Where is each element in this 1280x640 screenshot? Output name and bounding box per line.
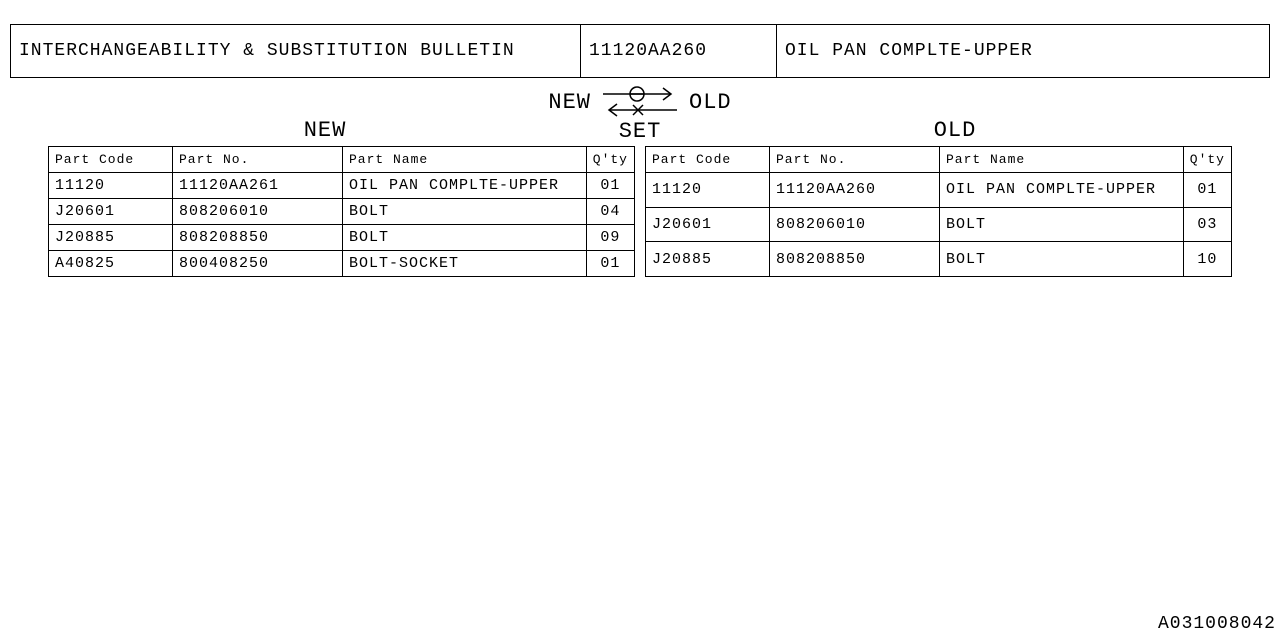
- cell-no: 11120AA261: [173, 173, 343, 199]
- cell-name: OIL PAN COMPLTE-UPPER: [343, 173, 587, 199]
- cell-qty: 01: [1183, 173, 1231, 208]
- cell-qty: 04: [586, 199, 634, 225]
- cell-no: 808206010: [770, 207, 940, 242]
- cell-name: BOLT: [343, 225, 587, 251]
- col-partcode: Part Code: [49, 147, 173, 173]
- col-partname: Part Name: [940, 147, 1184, 173]
- cell-no: 11120AA260: [770, 173, 940, 208]
- table-row: J20601808206010BOLT04: [49, 199, 635, 225]
- col-partname: Part Name: [343, 147, 587, 173]
- col-partcode: Part Code: [646, 147, 770, 173]
- table-row: J20601808206010BOLT03: [646, 207, 1232, 242]
- new-label: NEW: [548, 90, 591, 115]
- col-partno: Part No.: [173, 147, 343, 173]
- new-section-label: NEW: [10, 118, 640, 143]
- cell-no: 808206010: [173, 199, 343, 225]
- header-bar: INTERCHANGEABILITY & SUBSTITUTION BULLET…: [10, 24, 1270, 78]
- cell-code: J20601: [49, 199, 173, 225]
- cell-name: BOLT: [940, 207, 1184, 242]
- cell-code: J20885: [49, 225, 173, 251]
- cell-no: 800408250: [173, 251, 343, 277]
- cell-qty: 03: [1183, 207, 1231, 242]
- cell-code: 11120: [49, 173, 173, 199]
- cell-qty: 09: [586, 225, 634, 251]
- table-row: 1112011120AA261OIL PAN COMPLTE-UPPER01: [49, 173, 635, 199]
- col-qty: Q'ty: [1183, 147, 1231, 173]
- header-partname: OIL PAN COMPLTE-UPPER: [777, 25, 1269, 77]
- old-table: Part Code Part No. Part Name Q'ty 111201…: [645, 146, 1232, 277]
- cell-name: BOLT: [343, 199, 587, 225]
- old-section-label: OLD: [640, 118, 1270, 143]
- col-qty: Q'ty: [586, 147, 634, 173]
- footer-code: A031008042: [1158, 614, 1276, 634]
- cell-no: 808208850: [173, 225, 343, 251]
- cell-name: OIL PAN COMPLTE-UPPER: [940, 173, 1184, 208]
- cell-name: BOLT-SOCKET: [343, 251, 587, 277]
- table-row: 1112011120AA260OIL PAN COMPLTE-UPPER01: [646, 173, 1232, 208]
- cell-name: BOLT: [940, 242, 1184, 277]
- col-partno: Part No.: [770, 147, 940, 173]
- table-row: J20885808208850BOLT09: [49, 225, 635, 251]
- old-label: OLD: [689, 90, 732, 115]
- cell-qty: 01: [586, 251, 634, 277]
- cell-code: 11120: [646, 173, 770, 208]
- cell-qty: 10: [1183, 242, 1231, 277]
- new-table: Part Code Part No. Part Name Q'ty 111201…: [48, 146, 635, 277]
- cell-code: J20885: [646, 242, 770, 277]
- table-row: A40825800408250BOLT-SOCKET01: [49, 251, 635, 277]
- cell-qty: 01: [586, 173, 634, 199]
- table-row: J20885808208850BOLT10: [646, 242, 1232, 277]
- header-partno: 11120AA260: [581, 25, 777, 77]
- direction-row: NEW OLD: [10, 84, 1270, 120]
- interchange-symbol: [601, 84, 679, 120]
- cell-no: 808208850: [770, 242, 940, 277]
- cell-code: A40825: [49, 251, 173, 277]
- cell-code: J20601: [646, 207, 770, 242]
- header-title: INTERCHANGEABILITY & SUBSTITUTION BULLET…: [11, 25, 581, 77]
